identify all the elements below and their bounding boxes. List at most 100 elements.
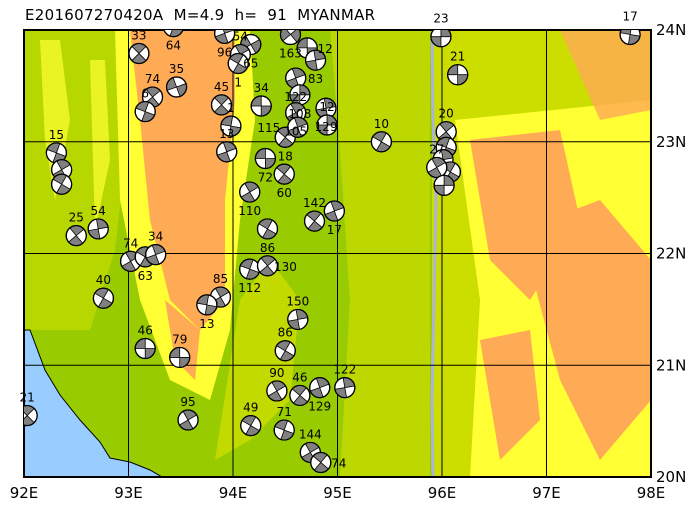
event-depth-label: 49	[243, 401, 258, 415]
focal-mechanism-beachball[interactable]	[334, 377, 356, 399]
focal-mechanism-beachball[interactable]	[214, 23, 236, 44]
event-depth-label: 74	[331, 456, 346, 470]
event-depth-label: 130	[274, 260, 297, 274]
event-depth-label: 108	[288, 107, 311, 121]
event-depth-label: 13	[219, 127, 234, 141]
focal-mechanism-beachball[interactable]	[210, 94, 233, 116]
event-depth-label: 122	[284, 90, 307, 104]
focal-mechanism-beachball[interactable]	[220, 115, 242, 137]
event-depth-label: 142	[303, 196, 326, 210]
focal-mechanism-beachball[interactable]	[309, 377, 331, 399]
focal-mechanism-beachball[interactable]	[17, 404, 38, 427]
focal-mechanism-beachball[interactable]	[128, 42, 150, 65]
focal-mechanism-beachball[interactable]	[266, 380, 288, 402]
event-depth-label: 79	[172, 332, 187, 346]
focal-mechanisms	[17, 17, 641, 474]
lon-tick-label: 98E	[637, 484, 666, 502]
focal-mechanism-beachball[interactable]	[433, 174, 455, 196]
focal-mechanism-beachball[interactable]	[239, 258, 261, 280]
focal-mechanism-beachball[interactable]	[227, 52, 249, 75]
focal-mechanism-beachball[interactable]	[134, 100, 156, 123]
focal-mechanism-beachball[interactable]	[177, 409, 199, 431]
river	[430, 30, 438, 477]
focal-mechanism-beachball[interactable]	[92, 287, 115, 309]
focal-mechanism-beachball[interactable]	[323, 200, 345, 222]
focal-mechanism-beachball[interactable]	[426, 156, 448, 179]
focal-mechanism-beachball[interactable]	[250, 95, 272, 117]
event-depth-label: 105	[284, 125, 307, 139]
focal-mechanism-beachball[interactable]	[279, 24, 302, 46]
focal-mechanism-beachball[interactable]	[65, 225, 87, 247]
focal-mechanism-beachball[interactable]	[447, 64, 469, 86]
event-depth-label: 112	[238, 281, 261, 295]
event-depth-label: 25	[69, 211, 84, 225]
focal-mechanism-beachball[interactable]	[254, 147, 276, 170]
focal-mechanism-beachball[interactable]	[287, 308, 309, 331]
focal-mechanism-beachball[interactable]	[370, 131, 392, 153]
lon-tick-label: 92E	[10, 484, 39, 502]
focal-mechanism-beachball[interactable]	[165, 76, 188, 98]
lat-tick-label: 20N	[656, 468, 686, 486]
focal-mechanism-beachball[interactable]	[196, 294, 218, 316]
focal-mechanism-beachball[interactable]	[435, 121, 457, 143]
focal-mechanism-beachball[interactable]	[256, 218, 279, 240]
focal-mechanism-beachball[interactable]	[274, 340, 296, 362]
lat-tick-label: 22N	[656, 245, 686, 263]
focal-mechanism-beachball[interactable]	[134, 337, 156, 360]
focal-mechanism-beachball[interactable]	[619, 24, 641, 46]
axis-labels: 92E 93E 94E 95E 96E 97E 98E 24N 23N 22N 21N 20N	[10, 21, 687, 502]
event-depth-label: 86	[260, 241, 275, 255]
event-depth-label: 12	[319, 100, 334, 114]
event-depth-label: 90	[269, 366, 284, 380]
focal-mechanism-beachball[interactable]	[303, 210, 326, 232]
event-depth-label: 115	[257, 121, 280, 135]
focal-mechanism-beachball[interactable]	[169, 346, 191, 369]
event-depth-label: 23	[433, 12, 448, 26]
event-depth-label: 64	[166, 39, 181, 53]
event-depth-label: 71	[277, 405, 292, 419]
event-depth-label: 110	[238, 204, 261, 218]
event-depth-label: 63	[138, 269, 153, 283]
event-depth-label: 33	[131, 28, 146, 42]
event-depth-label: 163	[279, 46, 302, 60]
event-depth-label: 150	[286, 294, 309, 308]
event-depth-label: 54	[91, 204, 106, 218]
event-depth-label: 17	[622, 9, 637, 23]
focal-mechanism-beachball[interactable]	[430, 27, 452, 48]
focal-mechanism-beachball[interactable]	[256, 255, 279, 277]
focal-mechanism-beachball[interactable]	[304, 49, 327, 71]
event-depth-label: 95	[180, 395, 195, 409]
focal-mechanism-beachball[interactable]	[289, 384, 311, 407]
event-depth-label: 86	[278, 326, 293, 340]
event-depth-label: 20	[439, 107, 454, 121]
focal-mechanism-beachball[interactable]	[145, 244, 167, 266]
lon-tick-label: 96E	[428, 484, 457, 502]
event-depth-label: 129	[308, 400, 331, 414]
focal-mechanism-beachball[interactable]	[239, 181, 261, 203]
focal-mechanism-beachball[interactable]	[216, 141, 238, 163]
focal-mechanism-beachball[interactable]	[51, 173, 73, 195]
event-depth-label: 45	[214, 80, 229, 94]
focal-mechanism-beachball[interactable]	[273, 163, 295, 185]
focal-mechanism-beachball[interactable]	[87, 218, 109, 240]
event-depth-label: 21	[450, 50, 465, 64]
focal-mechanism-beachball[interactable]	[273, 419, 295, 441]
focal-mechanism-beachball[interactable]	[287, 116, 309, 138]
event-depth-label: 10	[374, 117, 389, 131]
focal-mechanism-beachball[interactable]	[315, 97, 337, 119]
map-frame	[23, 29, 652, 478]
event-depth-label: 83	[308, 72, 323, 86]
event-depth-label: 72	[258, 171, 273, 185]
event-depth-label: 144	[299, 427, 322, 441]
event-depth-label: 54	[233, 30, 248, 44]
event-depth-label: 46	[292, 370, 307, 384]
event-depth-label: 129	[315, 120, 338, 134]
lon-tick-label: 97E	[532, 484, 561, 502]
focal-mechanism-beachball[interactable]	[310, 451, 332, 474]
focal-mechanism-beachball[interactable]	[163, 17, 184, 38]
focal-mechanism-beachball[interactable]	[316, 114, 338, 136]
event-depth-label: 65	[243, 57, 258, 71]
event-depth-label: 74	[145, 72, 160, 86]
focal-mechanism-beachball[interactable]	[240, 414, 262, 437]
